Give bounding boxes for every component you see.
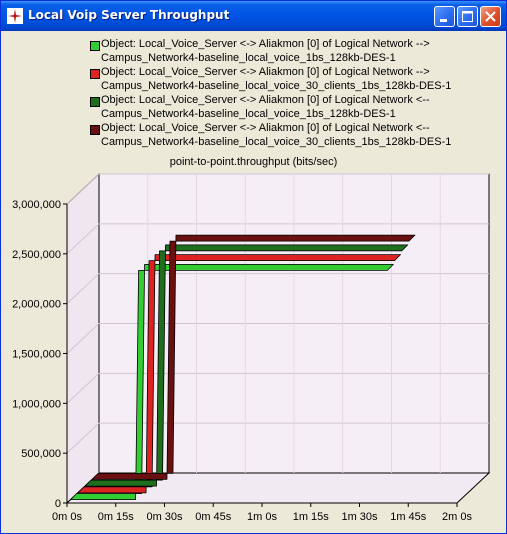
minimize-button[interactable]: [434, 6, 455, 27]
series-line: [84, 244, 409, 487]
title-bar[interactable]: Local Voip Server Throughput: [1, 1, 506, 31]
y-tick-label: 0: [55, 498, 61, 510]
x-tick-label: 1m 30s: [341, 511, 378, 523]
minimize-icon: [440, 19, 447, 22]
legend-item: Object: Local_Voice_Server <-> Aliakmon …: [90, 122, 470, 150]
legend-item: Object: Local_Voice_Server <-> Aliakmon …: [90, 38, 470, 66]
x-tick-label: 0m 30s: [146, 511, 183, 523]
legend-label: Object: Local_Voice_Server <-> Aliakmon …: [101, 66, 430, 78]
x-tick-label: 2m 0s: [442, 511, 472, 523]
close-icon: [485, 11, 496, 22]
y-tick-label: 1,000,000: [12, 398, 61, 410]
legend-swatch: [90, 97, 100, 107]
plot-title: point-to-point.throughput (bits/sec): [169, 156, 338, 168]
y-tick-label: 2,500,000: [12, 249, 61, 261]
y-tick-label: 2,000,000: [12, 299, 61, 311]
x-tick-label: 0m 15s: [98, 511, 135, 523]
series-line: [70, 263, 394, 501]
app-star-icon: [7, 8, 23, 24]
y-tick-label: 3,000,000: [12, 199, 61, 211]
close-button[interactable]: [480, 6, 501, 27]
legend-swatch: [90, 125, 100, 135]
window-title: Local Voip Server Throughput: [28, 8, 230, 22]
legend-swatch: [90, 41, 100, 51]
grid-line: [66, 323, 100, 354]
grid-line: [66, 372, 100, 404]
maximize-icon: [462, 11, 473, 22]
y-tick-label: 1,500,000: [12, 349, 61, 361]
series-line: [91, 234, 416, 480]
series-line: [77, 254, 401, 494]
x-tick-label: 0m 45s: [195, 511, 232, 523]
legend-item: Object: Local_Voice_Server <-> Aliakmon …: [90, 66, 470, 94]
x-tick-label: 0m 0s: [52, 511, 82, 523]
chart-panel: Object: Local_Voice_Server <-> Aliakmon …: [4, 31, 503, 531]
legend: Object: Local_Voice_Server <-> Aliakmon …: [90, 38, 470, 150]
legend-label: Campus_Network4-baseline_local_voice_30_…: [101, 80, 452, 92]
grid-line: [66, 223, 100, 255]
grid-line: [66, 422, 100, 454]
legend-swatch: [90, 69, 100, 79]
legend-label: Object: Local_Voice_Server <-> Aliakmon …: [101, 122, 430, 134]
legend-label: Campus_Network4-baseline_local_voice_1bs…: [101, 52, 396, 64]
maximize-button[interactable]: [457, 6, 478, 27]
legend-label: Campus_Network4-baseline_local_voice_30_…: [101, 136, 452, 148]
legend-label: Campus_Network4-baseline_local_voice_1bs…: [101, 108, 396, 120]
legend-item: Object: Local_Voice_Server <-> Aliakmon …: [90, 94, 470, 122]
x-tick-label: 1m 15s: [293, 511, 330, 523]
throughput-chart: 0 500,000 1,000,000 1,500,000 2,000,000 2,500…: [12, 172, 491, 523]
y-tick-label: 500,000: [21, 448, 61, 460]
grid-line: [66, 273, 100, 305]
x-tick-label: 1m 45s: [390, 511, 427, 523]
legend-label: Object: Local_Voice_Server <-> Aliakmon …: [101, 38, 430, 50]
legend-label: Object: Local_Voice_Server <-> Aliakmon …: [101, 94, 430, 106]
x-tick-label: 1m 0s: [247, 511, 277, 523]
grid-line: [66, 173, 100, 205]
